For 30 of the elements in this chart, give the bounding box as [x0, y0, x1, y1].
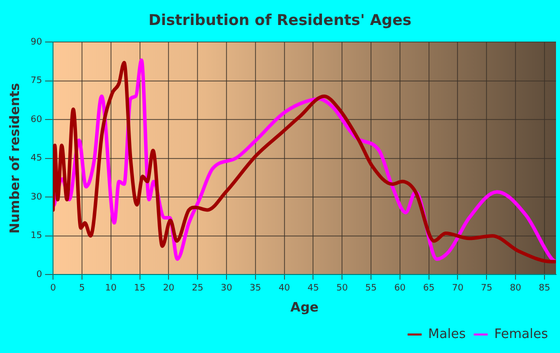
x-tick-label: 40: [278, 283, 290, 294]
x-tick-label: 45: [307, 283, 319, 294]
x-tick-label: 30: [220, 283, 232, 294]
x-tick-label: 65: [423, 283, 435, 294]
y-axis-title: Number of residents: [8, 82, 24, 234]
x-tick-label: 85: [538, 283, 550, 294]
x-tick-label: 10: [105, 283, 117, 294]
x-tick-label: 55: [365, 283, 377, 294]
y-tick-label: 90: [30, 37, 42, 48]
x-tick-label: 50: [336, 283, 348, 294]
chart-title: Distribution of Residents' Ages: [148, 10, 412, 29]
y-tick-label: 45: [30, 154, 42, 164]
y-tick-label: 0: [36, 270, 42, 280]
x-axis-title: Age: [290, 300, 319, 316]
legend-label: Males: [428, 326, 466, 342]
x-tick-label: 20: [162, 283, 175, 294]
x-tick-label: 35: [250, 283, 262, 294]
legend-label: Females: [494, 326, 548, 342]
y-tick-label: 60: [30, 114, 42, 125]
y-tick-label: 30: [30, 192, 42, 202]
y-tick-label: 15: [30, 231, 42, 242]
x-tick-label: 80: [510, 283, 522, 294]
x-tick-label: 75: [480, 283, 492, 294]
x-tick-label: 60: [394, 283, 406, 294]
x-tick-label: 0: [50, 283, 56, 294]
x-tick-label: 5: [79, 283, 85, 294]
x-tick-label: 25: [192, 283, 204, 294]
y-tick-label: 75: [30, 76, 42, 86]
x-tick-label: 15: [134, 283, 146, 294]
x-tick-label: 70: [452, 283, 464, 294]
